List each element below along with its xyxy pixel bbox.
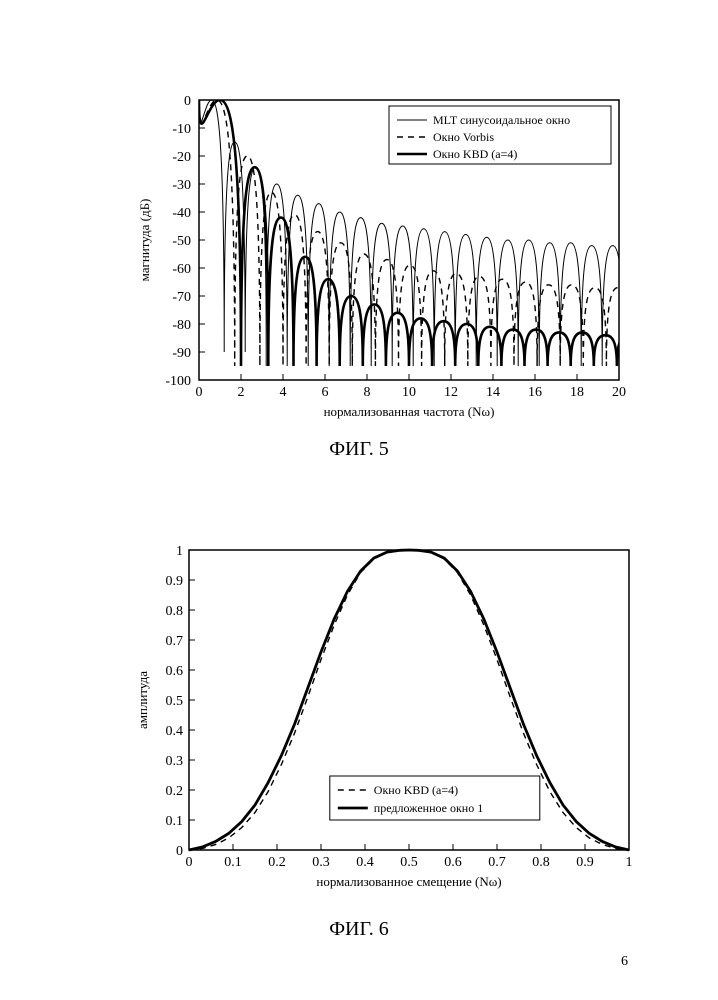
svg-text:нормализованное смещение (Nω): нормализованное смещение (Nω) bbox=[316, 874, 501, 889]
svg-text:0.3: 0.3 bbox=[312, 855, 330, 870]
fig5-caption: ФИГ. 5 bbox=[0, 438, 718, 461]
svg-text:0.8: 0.8 bbox=[166, 604, 184, 619]
svg-text:-40: -40 bbox=[172, 206, 191, 221]
svg-text:0.4: 0.4 bbox=[166, 724, 184, 739]
svg-text:-70: -70 bbox=[172, 290, 191, 305]
svg-text:0.4: 0.4 bbox=[356, 855, 374, 870]
svg-text:-90: -90 bbox=[172, 346, 191, 361]
svg-text:0.7: 0.7 bbox=[166, 634, 184, 649]
svg-text:0.3: 0.3 bbox=[166, 754, 184, 769]
svg-text:1: 1 bbox=[176, 544, 183, 559]
svg-text:1: 1 bbox=[626, 855, 633, 870]
svg-text:Окно KBD (a=4): Окно KBD (a=4) bbox=[374, 783, 458, 797]
svg-text:0: 0 bbox=[186, 855, 193, 870]
svg-text:-60: -60 bbox=[172, 262, 191, 277]
svg-text:0.2: 0.2 bbox=[268, 855, 286, 870]
svg-text:12: 12 bbox=[444, 385, 458, 400]
svg-text:4: 4 bbox=[280, 385, 287, 400]
svg-text:магнитуда (дБ): магнитуда (дБ) bbox=[137, 199, 152, 282]
svg-text:0.9: 0.9 bbox=[166, 574, 184, 589]
svg-text:0: 0 bbox=[176, 844, 183, 859]
svg-text:16: 16 bbox=[528, 385, 542, 400]
svg-text:нормализованная частота (Nω): нормализованная частота (Nω) bbox=[324, 404, 495, 419]
svg-text:0.1: 0.1 bbox=[224, 855, 242, 870]
svg-text:14: 14 bbox=[486, 385, 500, 400]
svg-text:0.6: 0.6 bbox=[166, 664, 184, 679]
svg-text:-80: -80 bbox=[172, 318, 191, 333]
svg-text:Окно KBD (a=4): Окно KBD (a=4) bbox=[433, 147, 517, 161]
svg-text:8: 8 bbox=[364, 385, 371, 400]
svg-text:0: 0 bbox=[196, 385, 203, 400]
svg-text:0.7: 0.7 bbox=[488, 855, 506, 870]
svg-text:0: 0 bbox=[184, 94, 191, 109]
svg-text:-20: -20 bbox=[172, 150, 191, 165]
svg-text:-30: -30 bbox=[172, 178, 191, 193]
svg-text:0.9: 0.9 bbox=[576, 855, 594, 870]
svg-text:0.2: 0.2 bbox=[166, 784, 184, 799]
svg-text:18: 18 bbox=[570, 385, 584, 400]
svg-text:20: 20 bbox=[612, 385, 626, 400]
svg-text:6: 6 bbox=[322, 385, 329, 400]
svg-text:Окно Vorbis: Окно Vorbis bbox=[433, 130, 494, 144]
svg-text:0.5: 0.5 bbox=[400, 855, 418, 870]
svg-text:0.5: 0.5 bbox=[166, 694, 184, 709]
svg-text:0.6: 0.6 bbox=[444, 855, 462, 870]
svg-text:-50: -50 bbox=[172, 234, 191, 249]
svg-text:0.8: 0.8 bbox=[532, 855, 550, 870]
fig5-chart: 02468101214161820-100-90-80-70-60-50-40-… bbox=[49, 40, 669, 430]
svg-text:-10: -10 bbox=[172, 122, 191, 137]
svg-text:-100: -100 bbox=[165, 374, 191, 389]
svg-text:10: 10 bbox=[402, 385, 416, 400]
svg-text:0.1: 0.1 bbox=[166, 814, 184, 829]
page-number: 6 bbox=[621, 954, 628, 970]
svg-text:амплитуда: амплитуда bbox=[135, 671, 150, 729]
fig6-caption: ФИГ. 6 bbox=[0, 918, 718, 941]
svg-text:2: 2 bbox=[238, 385, 245, 400]
fig6-chart: 0 0.1 0.2 0.3 0.4 0.5 0.6 0.7 0.8 0.9 1 0 0.1 0.2 0.3 0… bbox=[49, 530, 669, 910]
svg-text:предложенное окно 1: предложенное окно 1 bbox=[374, 801, 483, 815]
svg-text:MLT синусоидальное окно: MLT синусоидальное окно bbox=[433, 113, 570, 127]
